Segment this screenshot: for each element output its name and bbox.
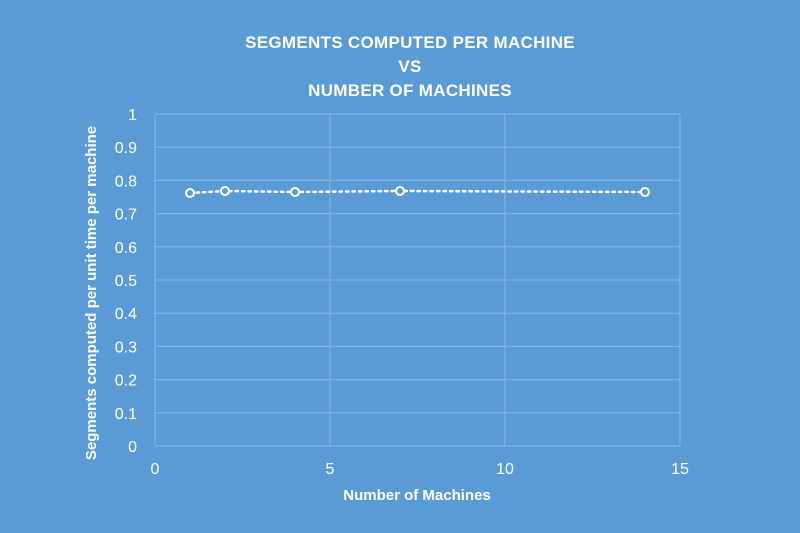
x-tick-label: 15 xyxy=(671,461,689,478)
x-axis-title: Number of Machines xyxy=(343,487,491,504)
y-tick-label: 1 xyxy=(128,107,137,124)
y-tick-label: 0.7 xyxy=(115,207,137,224)
y-tick-label: 0.1 xyxy=(115,406,137,423)
data-point xyxy=(185,188,195,199)
series-line xyxy=(188,189,647,195)
chart-title-line-3: NUMBER OF MACHINES xyxy=(308,81,512,100)
chart-title: SEGMENTS COMPUTED PER MACHINE VS NUMBER … xyxy=(245,33,575,100)
data-point xyxy=(395,186,405,197)
x-tick-label: 0 xyxy=(151,461,160,478)
data-point xyxy=(290,187,300,198)
y-tick-label: 0.8 xyxy=(115,173,137,190)
y-tick-label: 0 xyxy=(128,439,137,456)
chart-title-line-1: SEGMENTS COMPUTED PER MACHINE xyxy=(245,33,575,52)
y-tick-label: 0.6 xyxy=(115,240,137,257)
y-tick-label: 0.9 xyxy=(115,140,137,157)
x-tick-label: 10 xyxy=(496,461,514,478)
y-tick-label: 0.4 xyxy=(115,306,137,323)
data-point xyxy=(640,187,650,198)
y-tick-label: 0.3 xyxy=(115,339,137,356)
x-tick-label: 5 xyxy=(326,461,335,478)
chart-title-line-2: VS xyxy=(398,57,421,76)
series xyxy=(185,186,650,199)
x-axis-ticks: 0 5 10 15 xyxy=(151,461,689,478)
y-axis-ticks: 0 0.1 0.2 0.3 0.4 0.5 0.6 0.7 0.8 0.9 1 xyxy=(115,107,137,456)
y-tick-label: 0.2 xyxy=(115,373,137,390)
y-tick-label: 0.5 xyxy=(115,273,137,290)
grid xyxy=(154,113,681,447)
data-point xyxy=(220,186,230,197)
y-axis-title: Segments computed per unit time per mach… xyxy=(83,126,100,460)
